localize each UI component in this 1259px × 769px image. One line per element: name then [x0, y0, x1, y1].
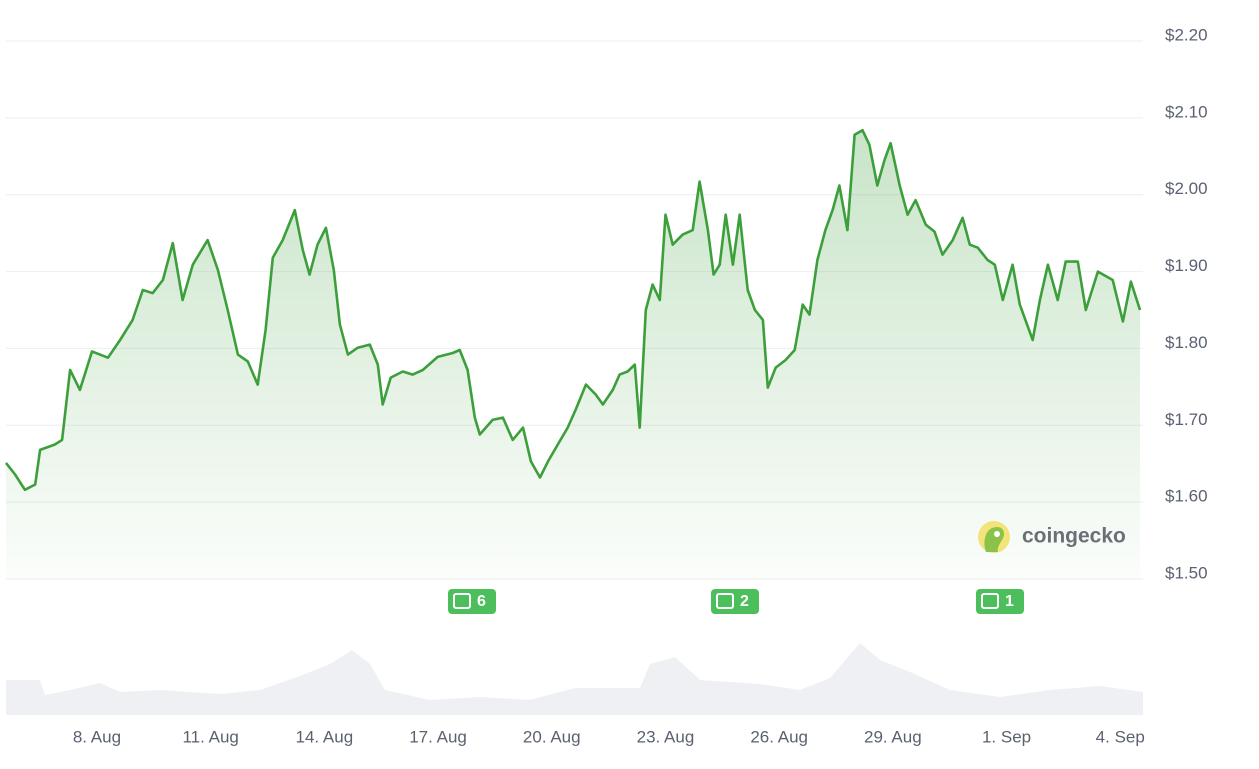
- y-tick-label: $1.70: [1165, 410, 1208, 429]
- badge-count: 2: [740, 593, 749, 610]
- x-tick-label: 29. Aug: [864, 727, 922, 746]
- y-tick-label: $1.80: [1165, 333, 1208, 352]
- x-tick-label: 17. Aug: [409, 727, 467, 746]
- badge-count: 1: [1005, 593, 1014, 610]
- y-tick-label: $1.50: [1165, 563, 1208, 582]
- x-tick-label: 11. Aug: [182, 727, 238, 746]
- badge-bg: [711, 589, 759, 614]
- x-tick-label: 26. Aug: [750, 727, 808, 746]
- y-tick-label: $2.20: [1165, 25, 1208, 44]
- news-badge: 6: [448, 589, 496, 614]
- badge-icon: [716, 593, 734, 609]
- volume-area: [6, 643, 1143, 715]
- news-badge: 2: [711, 589, 759, 614]
- y-tick-label: $1.90: [1165, 256, 1208, 275]
- price-line: [4, 128, 1142, 492]
- badge-bg: [448, 589, 496, 614]
- x-tick-label: 4. Sep: [1096, 727, 1145, 746]
- watermark-text: coingecko: [1022, 525, 1126, 548]
- watermark: coingecko: [978, 521, 1126, 553]
- price-area: [6, 130, 1140, 579]
- x-tick-label: 14. Aug: [296, 727, 354, 746]
- y-tick-label: $1.60: [1165, 487, 1208, 506]
- badge-bg: [976, 589, 1024, 614]
- badge-icon: [981, 593, 999, 609]
- y-tick-label: $2.00: [1165, 179, 1208, 198]
- badge-count: 6: [477, 593, 486, 610]
- y-tick-label: $2.10: [1165, 102, 1208, 121]
- x-tick-label: 8. Aug: [73, 727, 121, 746]
- badge-icon: [453, 593, 471, 609]
- x-tick-label: 1. Sep: [982, 727, 1031, 746]
- x-tick-label: 23. Aug: [637, 727, 695, 746]
- news-badge: 1: [976, 589, 1024, 614]
- x-tick-label: 20. Aug: [523, 727, 581, 746]
